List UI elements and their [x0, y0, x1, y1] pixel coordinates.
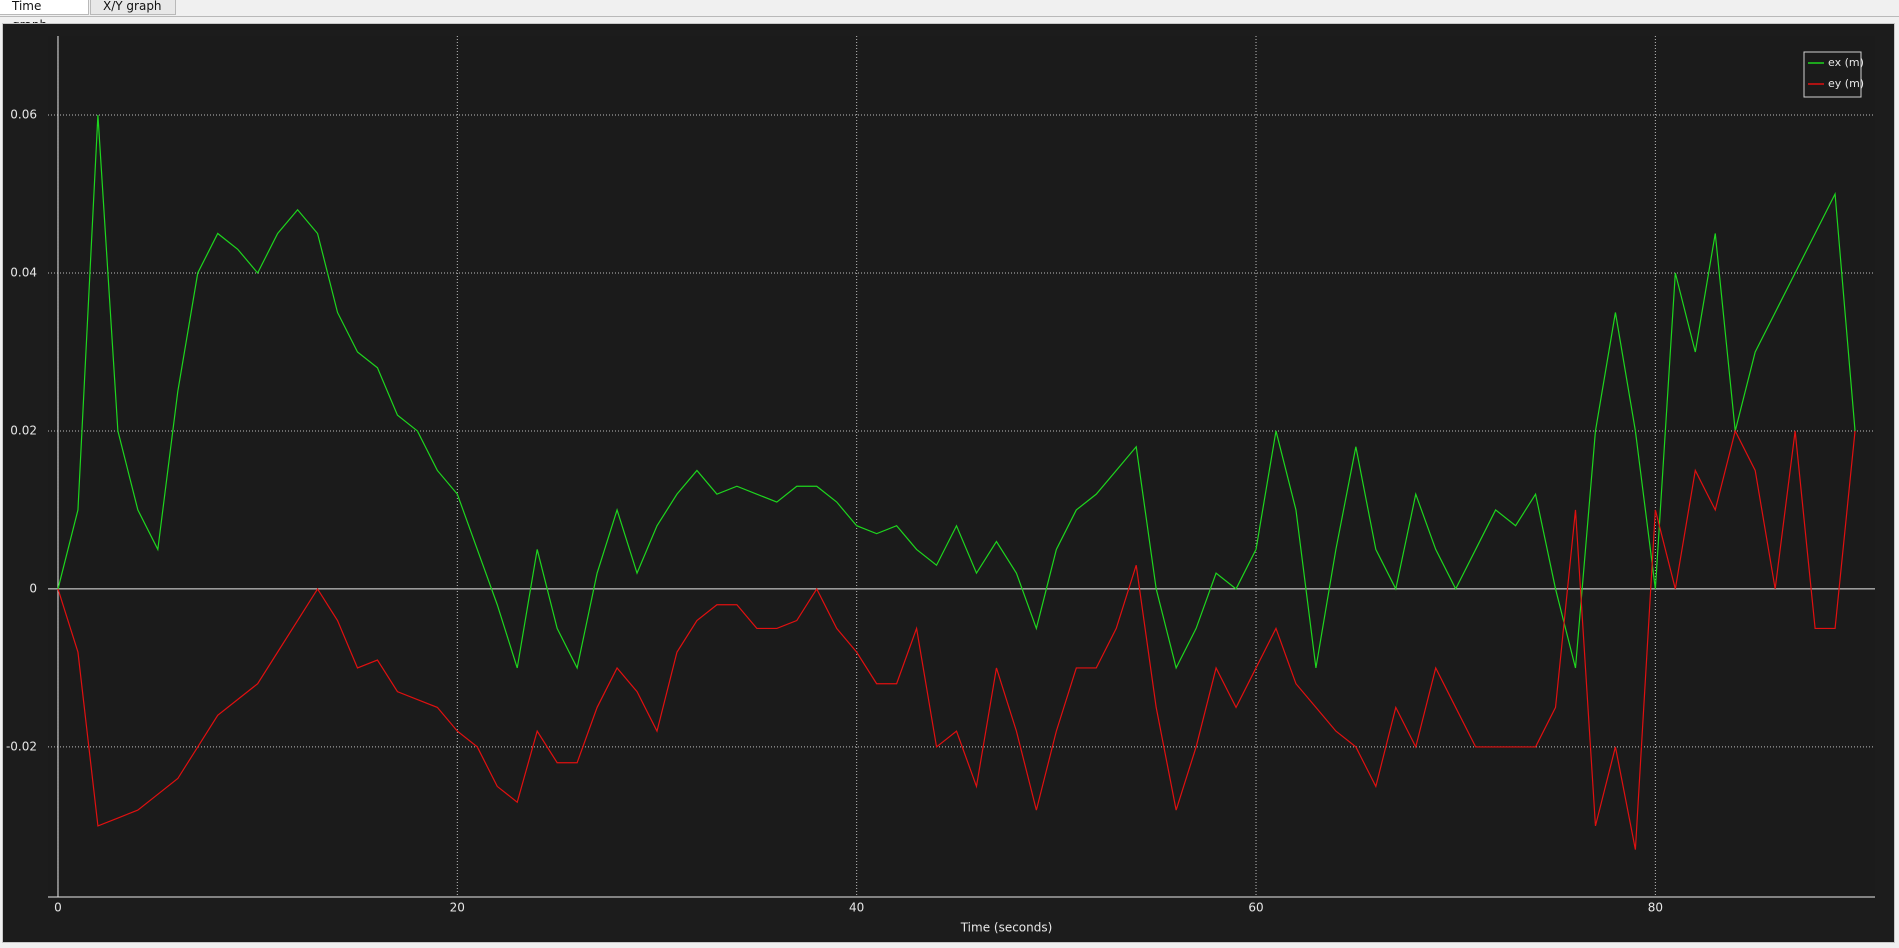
legend-label: ey (m) — [1828, 77, 1864, 90]
y-tick-label: 0.02 — [10, 423, 37, 437]
y-tick-label: 0.04 — [10, 265, 37, 279]
x-tick-label: 60 — [1248, 901, 1263, 915]
y-tick-label: 0.06 — [10, 107, 37, 121]
y-tick-label: -0.02 — [6, 739, 37, 753]
x-axis-title: Time (seconds) — [960, 921, 1053, 935]
plot-area — [48, 36, 1875, 897]
x-tick-label: 80 — [1648, 901, 1663, 915]
series-line — [57, 114, 1856, 670]
tab[interactable]: X/Y graph — [90, 0, 176, 15]
legend-box — [1803, 51, 1862, 98]
x-tick-label: 20 — [450, 901, 465, 915]
x-tick-label: 0 — [54, 901, 62, 915]
tab-bar: Time graph X/Y graph — [0, 0, 1899, 32]
x-tick-label: 40 — [849, 901, 864, 915]
series-line — [57, 429, 1856, 850]
legend-label: ex (m) — [1828, 56, 1864, 69]
y-tick-label: 0 — [29, 581, 37, 595]
